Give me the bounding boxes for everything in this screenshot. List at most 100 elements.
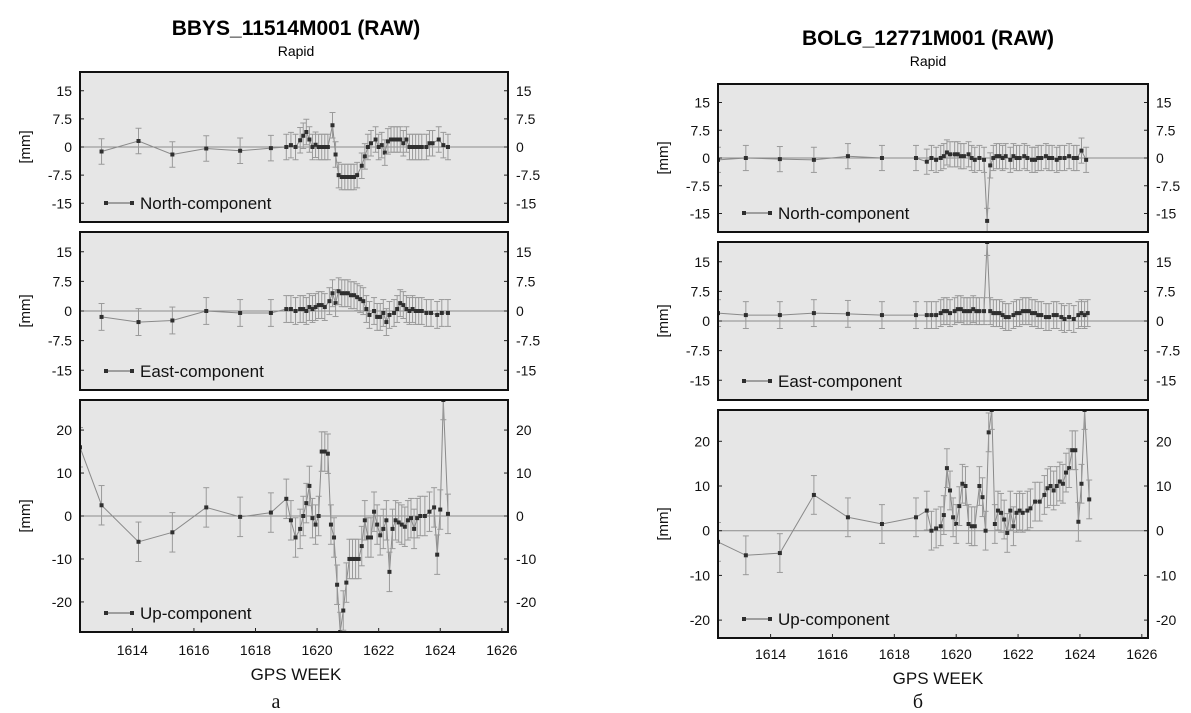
data-point xyxy=(1047,315,1052,320)
data-point xyxy=(288,307,293,312)
data-point xyxy=(310,516,315,521)
data-point xyxy=(170,152,175,157)
data-point xyxy=(1020,510,1025,515)
data-point xyxy=(385,139,390,144)
data-point xyxy=(372,509,377,514)
data-point xyxy=(941,154,946,159)
plot-frame xyxy=(79,399,509,633)
data-point xyxy=(435,552,440,557)
data-point xyxy=(811,157,816,162)
data-point xyxy=(99,149,104,154)
data-point xyxy=(1057,156,1062,160)
y-tick-label-right: 15 xyxy=(1156,254,1172,270)
data-point xyxy=(304,501,309,506)
data-point xyxy=(969,524,974,529)
data-point xyxy=(445,310,450,315)
y-tick-label-right: 7.5 xyxy=(1156,283,1176,299)
data-point xyxy=(409,516,414,521)
data-point xyxy=(955,307,960,312)
data-point xyxy=(1084,157,1089,162)
data-point xyxy=(777,551,782,556)
data-point xyxy=(1006,315,1011,320)
data-point xyxy=(929,313,934,318)
y-tick-label-right: 7.5 xyxy=(1156,122,1176,138)
y-tick-label-right: 0 xyxy=(516,303,524,319)
y-tick-label-left: -7.5 xyxy=(48,333,72,349)
data-point xyxy=(811,492,816,497)
data-point xyxy=(958,307,963,312)
data-point xyxy=(407,145,412,149)
data-point xyxy=(1043,315,1048,320)
x-tick-label: 1616 xyxy=(817,646,848,662)
legend-label: Up-component xyxy=(140,604,252,623)
data-point xyxy=(284,307,289,312)
data-point xyxy=(327,299,332,304)
data-point xyxy=(879,313,884,318)
y-tick-label-left: -7.5 xyxy=(48,167,72,183)
data-point xyxy=(913,313,918,318)
chart-b-panels: 15 15 7.5 7.5 0 0 -7.5 -7.5 -15 -15 [mm] North-comp… xyxy=(655,83,1180,662)
data-point xyxy=(913,156,918,160)
data-point xyxy=(1054,313,1059,318)
data-point xyxy=(332,535,337,540)
data-point xyxy=(419,145,424,149)
series-group xyxy=(80,400,451,632)
data-point xyxy=(951,515,956,520)
data-point xyxy=(1071,156,1076,160)
y-tick-label-left: 10 xyxy=(694,478,710,494)
data-point xyxy=(365,145,370,149)
legend-marker xyxy=(742,211,746,215)
data-point xyxy=(1039,313,1044,318)
data-point xyxy=(392,310,397,315)
data-point xyxy=(958,154,963,159)
data-point xyxy=(392,137,397,142)
data-point xyxy=(384,518,389,523)
data-point xyxy=(319,303,324,308)
data-point xyxy=(288,518,293,523)
data-point xyxy=(1000,156,1005,160)
data-point xyxy=(991,311,996,316)
y-axis-label: [mm] xyxy=(17,294,34,327)
legend-label: North-component xyxy=(140,194,272,213)
y-tick-label-left: 15 xyxy=(694,95,710,111)
y-tick-label-right: 15 xyxy=(1156,95,1172,111)
data-point xyxy=(1057,479,1062,484)
legend-marker xyxy=(742,379,746,383)
data-point xyxy=(376,145,381,149)
data-point xyxy=(382,150,387,155)
legend-label: Up-component xyxy=(778,610,890,629)
y-axis-label: [mm] xyxy=(17,499,34,532)
data-point xyxy=(1067,466,1072,471)
data-point xyxy=(399,522,404,527)
y-axis-label: [mm] xyxy=(655,304,672,337)
data-point xyxy=(352,175,357,179)
data-point xyxy=(924,508,929,513)
data-point xyxy=(1073,448,1078,453)
y-tick-label-right: 0 xyxy=(1156,150,1164,166)
data-point xyxy=(941,309,946,314)
y-tick-label-left: 15 xyxy=(56,83,72,99)
data-point xyxy=(365,535,370,540)
y-tick-label-left: -15 xyxy=(690,206,710,222)
data-point xyxy=(348,293,353,298)
data-point xyxy=(373,137,378,142)
legend-marker xyxy=(104,201,108,205)
y-tick-label-right: 0 xyxy=(1156,313,1164,329)
data-point xyxy=(1026,309,1031,314)
data-point xyxy=(418,514,423,518)
data-point xyxy=(777,313,782,318)
data-point xyxy=(929,528,934,533)
data-point xyxy=(325,145,330,149)
data-point xyxy=(1033,499,1038,504)
y-tick-label-right: -15 xyxy=(1156,372,1176,388)
legend-marker xyxy=(768,617,772,621)
data-point xyxy=(293,145,298,149)
data-point xyxy=(424,310,429,315)
data-point xyxy=(333,152,338,157)
data-point xyxy=(170,530,175,535)
y-tick-label-left: 7.5 xyxy=(53,111,73,127)
data-point xyxy=(429,310,434,315)
data-point xyxy=(957,504,962,509)
data-point xyxy=(441,143,446,148)
data-point xyxy=(1028,506,1033,511)
